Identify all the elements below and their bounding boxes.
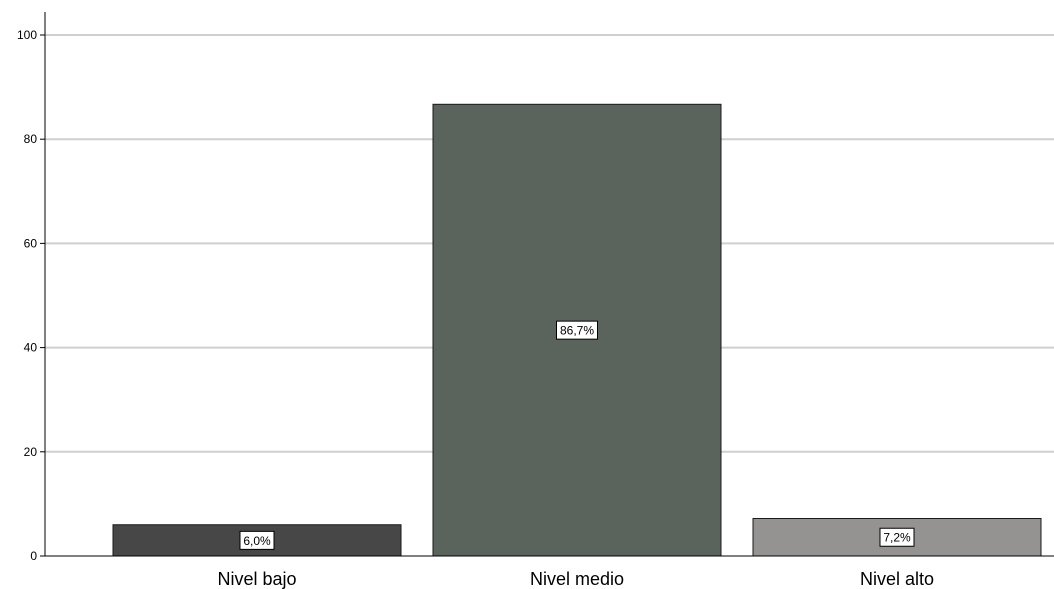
data-label-box-0 bbox=[239, 530, 275, 550]
x-category-label-2: Nivel alto bbox=[860, 569, 934, 589]
y-tick-label-40: 40 bbox=[24, 341, 38, 355]
data-labels: 6,0% 86,7% 7,2% bbox=[239, 320, 915, 550]
y-tick-label-20: 20 bbox=[24, 445, 38, 459]
y-tick-label-100: 100 bbox=[17, 28, 37, 42]
y-tick-label-0: 0 bbox=[30, 549, 37, 563]
y-tick-label-60: 60 bbox=[24, 236, 38, 250]
y-tick-label-80: 80 bbox=[24, 132, 38, 146]
data-label-1: 86,7% bbox=[560, 324, 594, 338]
x-category-label-0: Nivel bajo bbox=[217, 569, 296, 589]
bars bbox=[112, 103, 1042, 557]
data-label-0: 6,0% bbox=[243, 534, 271, 548]
data-label-box-2 bbox=[879, 527, 915, 547]
data-label-box-1 bbox=[556, 320, 598, 340]
data-label-2: 7,2% bbox=[883, 531, 911, 545]
x-category-label-1: Nivel medio bbox=[530, 569, 624, 589]
axes: 0 20 40 60 80 100 Nivel bajo Nivel medio Nivel a… bbox=[17, 12, 1054, 589]
